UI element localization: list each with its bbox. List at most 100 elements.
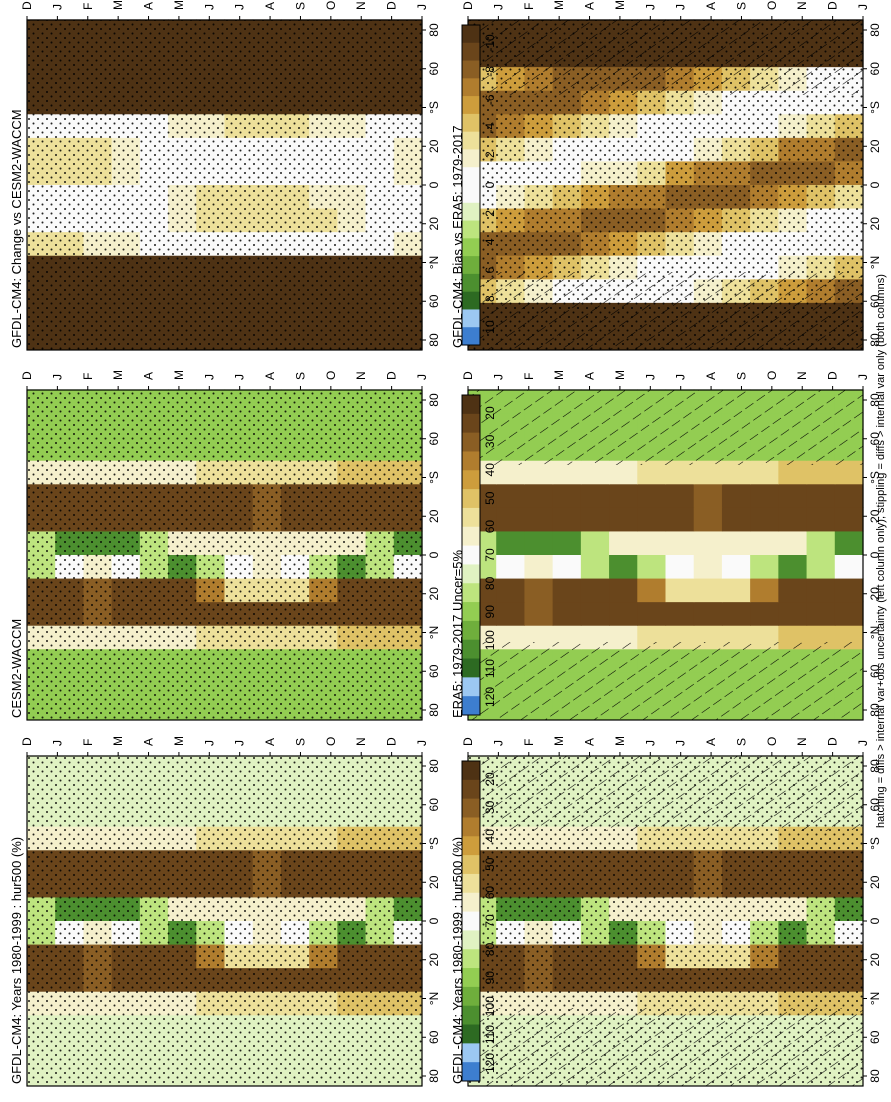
colorbar-label: 80 — [483, 576, 497, 590]
month-tick-label: O — [765, 371, 779, 380]
panel-title: GFDL-CM4: Change vs CESM2-WACCM — [9, 109, 24, 348]
month-tick-label: S — [734, 738, 748, 746]
lat-tick-label: 60 — [427, 294, 441, 308]
heatmap-cell — [524, 554, 554, 579]
heatmap-cell — [496, 601, 526, 626]
colorbar-swatch — [462, 202, 480, 221]
colorbar-swatch — [462, 929, 480, 950]
heatmap-cell — [580, 601, 610, 626]
colorbar-label: 60 — [483, 886, 497, 900]
stippling-overlay — [27, 756, 422, 1086]
colorbar-swatch — [462, 166, 480, 185]
heatmap-cell — [806, 507, 836, 532]
month-tick-label: M — [111, 736, 125, 746]
colorbar-label: 0 — [483, 181, 497, 188]
heatmap-cell — [778, 530, 808, 555]
heatmap-cell — [750, 530, 779, 555]
colorbar-label: -6 — [483, 94, 497, 105]
heatmap-cell — [778, 554, 808, 579]
lat-tick-label: °N — [427, 256, 441, 269]
lat-tick-label: 80 — [868, 703, 882, 717]
month-tick-label: N — [795, 737, 809, 746]
colorbar-label: -10 — [483, 34, 497, 52]
heatmap-cell — [609, 601, 638, 626]
colorbar-label: 110 — [483, 1025, 497, 1044]
lat-tick-label: 60 — [868, 1030, 882, 1044]
panel-title: CESM2-WACCM — [9, 619, 24, 718]
month-tick-label: J — [856, 4, 870, 10]
colorbar-swatch — [462, 582, 480, 603]
heatmap-cell — [721, 554, 751, 579]
month-tick-label: D — [385, 737, 399, 746]
footer-caption: hatching = diffs > internal var+obs unce… — [875, 274, 887, 828]
hatching-overlay — [468, 272, 863, 350]
lat-tick-label: 60 — [427, 62, 441, 76]
heatmap-cell — [637, 507, 667, 532]
heatmap-cell — [609, 577, 638, 603]
heatmap-cell — [834, 507, 864, 532]
colorbar-label: 60 — [483, 520, 497, 534]
colorbar-label: 120 — [483, 687, 497, 707]
heatmap-cell — [580, 554, 610, 579]
heatmap-cell — [609, 530, 638, 555]
lat-tick-label: 60 — [427, 1030, 441, 1044]
heatmap-cell — [637, 554, 667, 579]
heatmap-cell — [750, 483, 779, 508]
colorbar-swatch — [462, 854, 480, 874]
month-tick-label: F — [522, 373, 536, 380]
month-tick-label: J — [856, 374, 870, 380]
colorbar-swatch — [462, 892, 480, 912]
colorbar-swatch — [462, 42, 480, 61]
lat-tick-label: 60 — [427, 432, 441, 446]
lat-tick-label: °N — [427, 992, 441, 1005]
month-tick-label: D — [20, 737, 34, 746]
heatmap-cell — [524, 530, 554, 555]
heatmap-panel: GFDL-CM4: Bias vs ERA5: 1979-2017 8060°N2… — [450, 0, 882, 351]
heatmap-cell — [637, 530, 667, 555]
colorbar-swatch — [462, 77, 480, 97]
colorbar-swatch — [462, 394, 480, 414]
month-tick-label: A — [263, 2, 277, 10]
month-tick-label: F — [81, 739, 95, 746]
lat-tick-label: 80 — [868, 393, 882, 407]
colorbar-swatch — [462, 255, 480, 274]
heatmap-cell — [552, 554, 582, 579]
colorbar-swatch — [462, 60, 480, 79]
month-tick-label: D — [461, 371, 475, 380]
month-tick-label: S — [734, 372, 748, 380]
heatmap-cell — [496, 483, 526, 508]
colorbar-swatch — [462, 432, 480, 452]
month-tick-label: M — [172, 0, 186, 10]
heatmap-cell — [552, 483, 582, 508]
heatmap-cell — [778, 577, 808, 603]
month-tick-label: J — [50, 374, 64, 380]
month-tick-label: J — [491, 740, 505, 746]
month-tick-label: D — [461, 737, 475, 746]
heatmap-cell — [609, 554, 638, 579]
colorbar-swatch — [462, 413, 480, 433]
lat-tick-label: 60 — [868, 294, 882, 308]
lat-tick-label: 0 — [868, 917, 882, 924]
heatmap-cell — [552, 507, 582, 532]
heatmap-cell — [665, 460, 695, 485]
month-tick-label: J — [233, 740, 247, 746]
heatmap-cell — [834, 460, 864, 485]
month-tick-label: D — [826, 1, 840, 10]
month-tick-label: O — [765, 1, 779, 10]
heatmap-cell — [750, 601, 779, 626]
month-tick-label: J — [643, 740, 657, 746]
lat-tick-label: 20 — [427, 139, 441, 153]
lat-tick-label: 80 — [427, 1069, 441, 1083]
colorbar-swatch — [462, 488, 480, 508]
colorbar-swatch — [462, 873, 480, 893]
colorbar-label: -2 — [483, 151, 497, 162]
heatmap-cell — [665, 554, 695, 579]
month-tick-label: A — [263, 738, 277, 746]
colorbar-swatch — [462, 816, 480, 837]
colorbar-swatch — [462, 220, 480, 239]
month-tick-label: M — [111, 370, 125, 380]
month-tick-label: J — [856, 740, 870, 746]
lat-tick-label: 60 — [868, 798, 882, 812]
